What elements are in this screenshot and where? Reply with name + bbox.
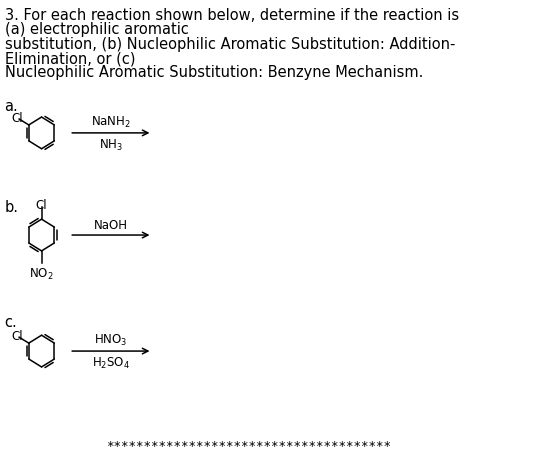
Text: **************************************: ************************************** [106,440,391,452]
Text: NaOH: NaOH [94,218,128,232]
Text: a.: a. [5,99,18,114]
Text: NH$_3$: NH$_3$ [99,137,123,152]
Text: NaNH$_2$: NaNH$_2$ [91,115,131,130]
Text: NO$_2$: NO$_2$ [29,266,54,281]
Text: Nucleophilic Aromatic Substitution: Benzyne Mechanism.: Nucleophilic Aromatic Substitution: Benz… [5,66,423,80]
Text: Elimination, or (c): Elimination, or (c) [5,51,135,66]
Text: (a) electrophilic aromatic: (a) electrophilic aromatic [5,22,188,37]
Text: 3. For each reaction shown below, determine if the reaction is: 3. For each reaction shown below, determ… [5,8,459,23]
Text: Cl: Cl [11,112,23,125]
Text: H$_2$SO$_4$: H$_2$SO$_4$ [92,355,130,370]
Text: Cl: Cl [36,198,47,211]
Text: substitution, (b) Nucleophilic Aromatic Substitution: Addition-: substitution, (b) Nucleophilic Aromatic … [5,36,455,51]
Text: c.: c. [5,315,17,330]
Text: Cl: Cl [11,329,23,343]
Text: HNO$_3$: HNO$_3$ [94,332,128,347]
Text: b.: b. [5,200,19,215]
